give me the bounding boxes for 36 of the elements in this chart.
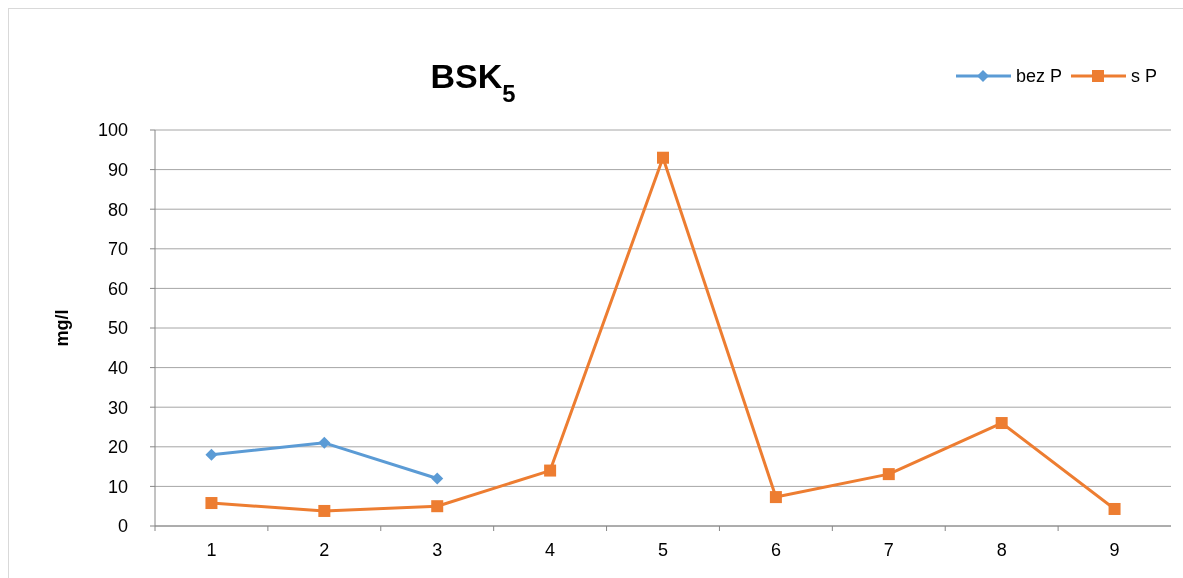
- point: [544, 464, 557, 477]
- y-axis-title: mg/l: [52, 309, 72, 347]
- point: [318, 436, 331, 449]
- point: [769, 491, 782, 504]
- legend-label: s P: [1131, 66, 1158, 87]
- y-tick-label: 30: [107, 397, 128, 418]
- y-tick-label: 40: [107, 357, 128, 378]
- x-tick-label: 8: [996, 540, 1007, 560]
- x-tick-label: 3: [432, 540, 443, 560]
- y-tick-label: 0: [117, 516, 128, 537]
- x-tick-label: 2: [319, 540, 330, 560]
- point: [995, 417, 1008, 430]
- point: [657, 151, 669, 164]
- y-tick-label: 10: [107, 476, 128, 497]
- point: [205, 448, 218, 461]
- y-tick-label: 50: [107, 318, 128, 339]
- y-tick-label: 60: [107, 278, 128, 299]
- x-tick-label: 9: [1109, 540, 1120, 560]
- x-tick-label: 1: [206, 540, 217, 560]
- x-tick-label: 4: [545, 540, 556, 560]
- point: [431, 472, 444, 485]
- x-tick-label: 5: [657, 540, 669, 560]
- y-tick-label: 90: [107, 159, 128, 180]
- y-tick-label: 100: [97, 120, 128, 141]
- x-tick-label: 6: [770, 540, 781, 560]
- chart-title: BSK$_{5}$: [430, 57, 516, 107]
- point: [1108, 502, 1121, 515]
- point: [882, 468, 895, 481]
- legend-label: bez P: [1016, 66, 1063, 87]
- y-tick-label: 70: [107, 239, 128, 260]
- y-tick-label: 80: [107, 199, 128, 220]
- x-tick-label: 7: [883, 540, 894, 560]
- point: [431, 500, 444, 513]
- point: [318, 504, 331, 517]
- point: [205, 497, 218, 510]
- y-tick-label: 20: [107, 437, 128, 458]
